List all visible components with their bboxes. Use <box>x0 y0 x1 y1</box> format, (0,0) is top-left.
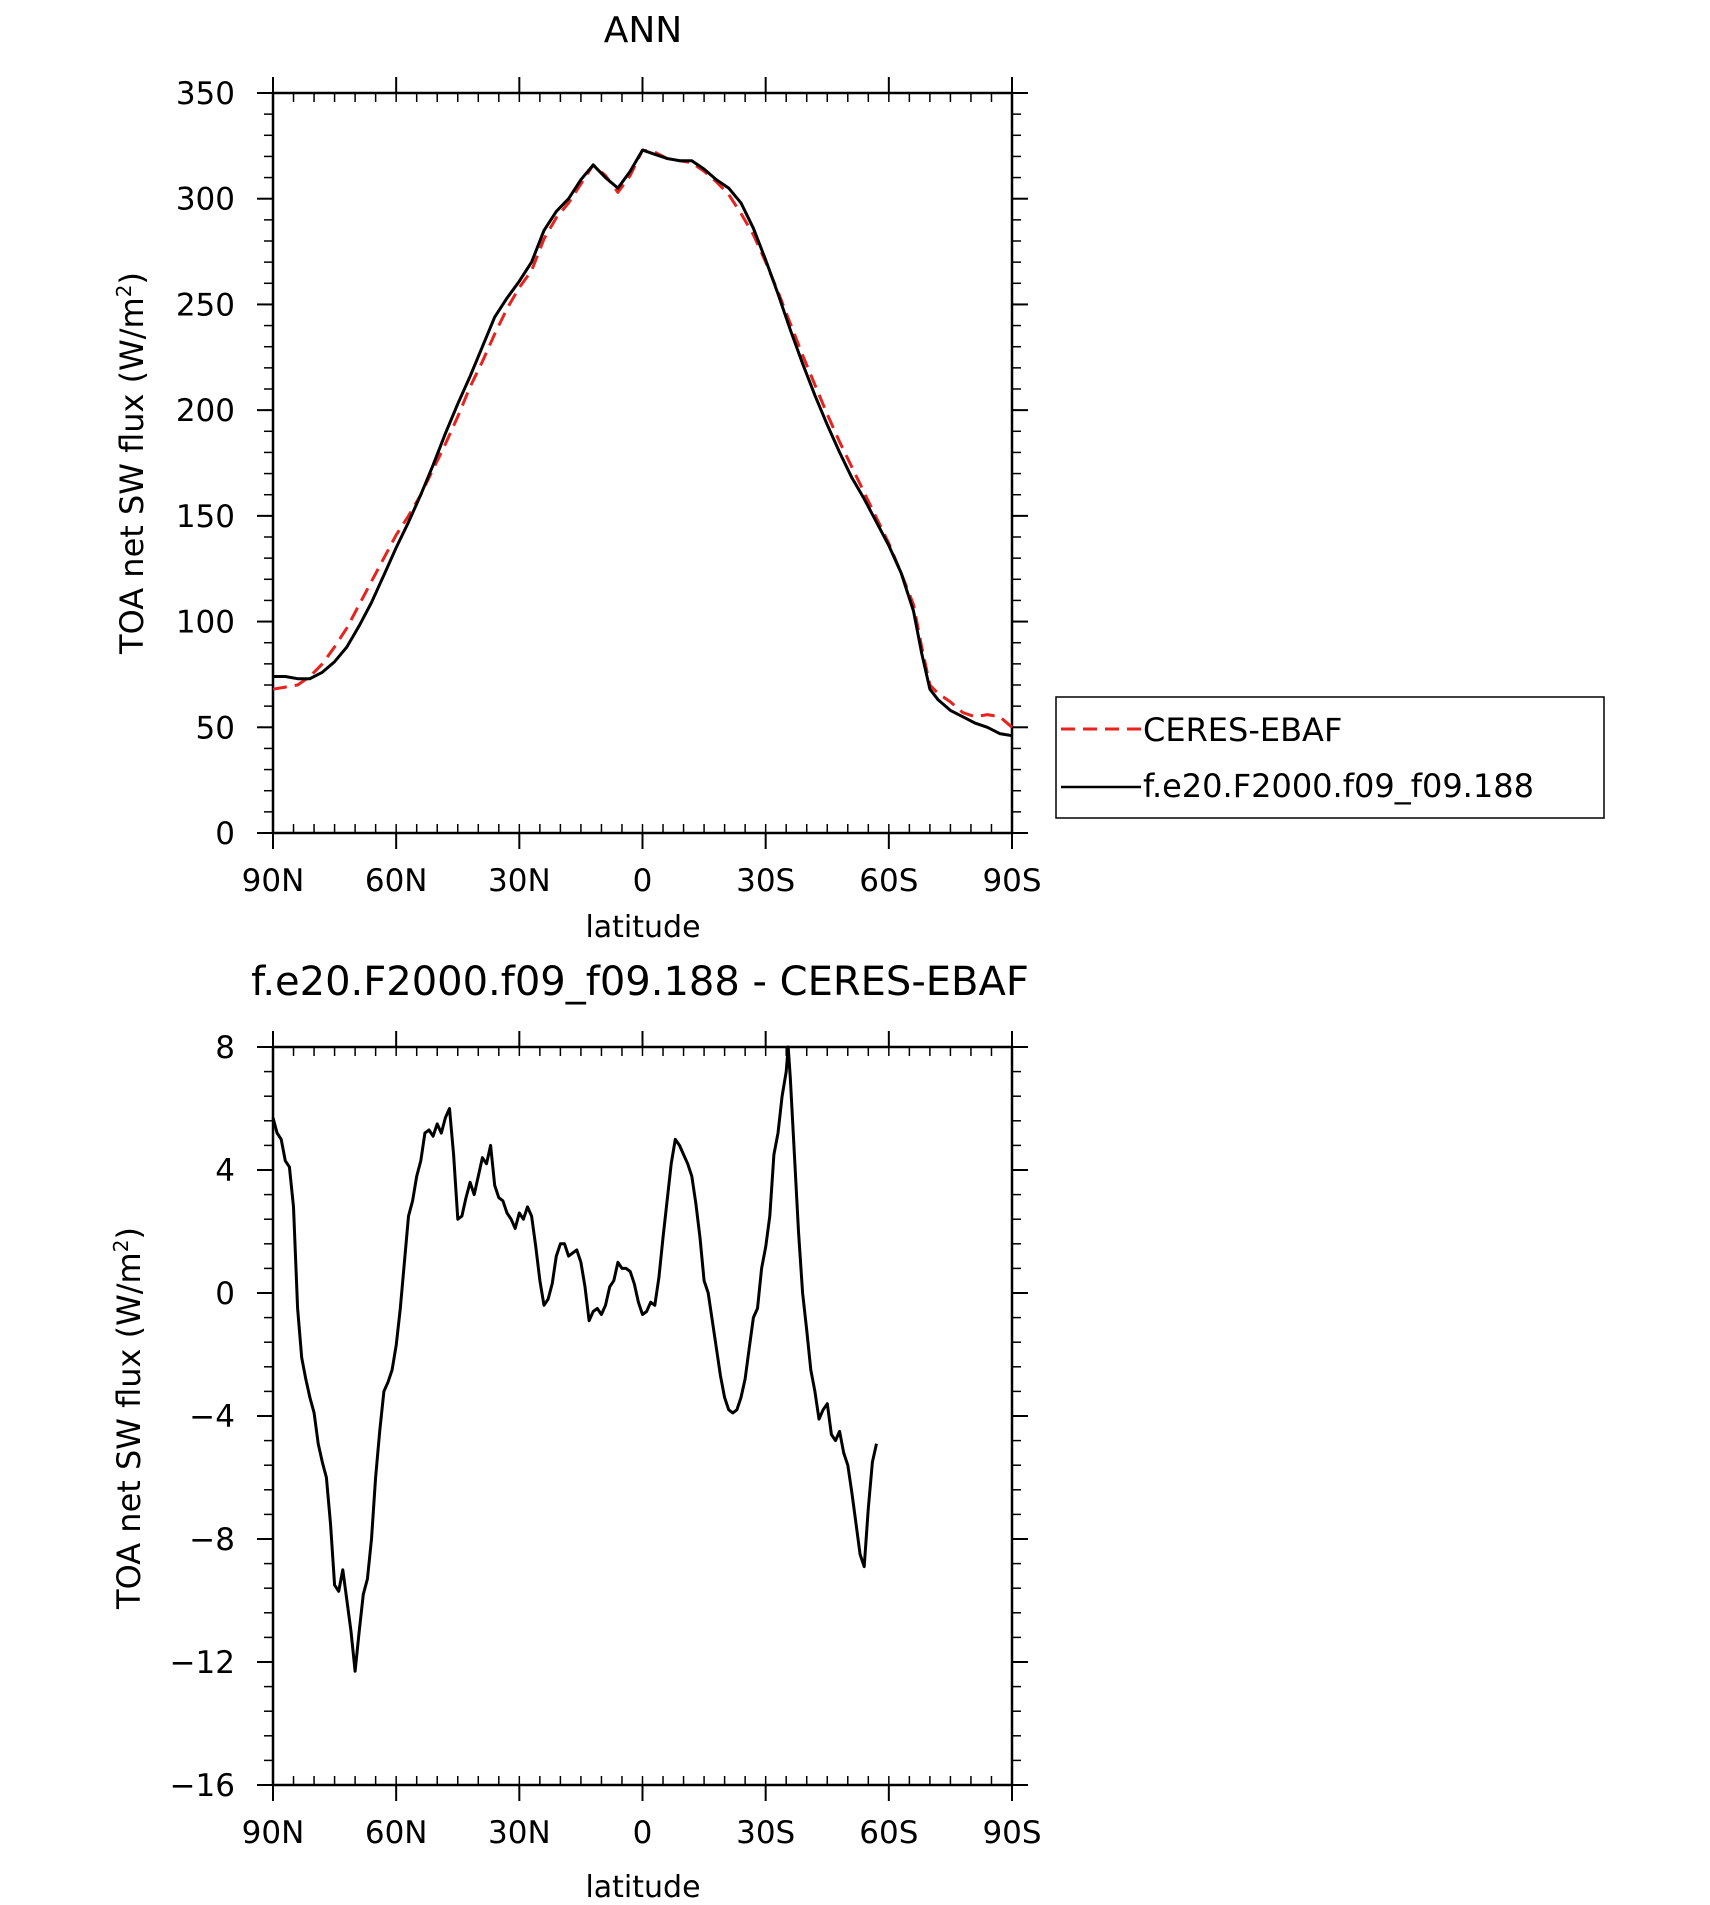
top-ylabel-main: TOA net SW flux (W/m <box>113 297 151 655</box>
panel1-y-tick-label: −12 <box>170 1645 235 1681</box>
panel1-x-tick-label: 90S <box>982 1815 1041 1851</box>
panel1-frame <box>271 1045 1014 1787</box>
panel0-y-tick-label: 150 <box>176 499 235 535</box>
top-panel-xlabel: latitude <box>585 910 700 945</box>
panel0-x-tick-label: 90N <box>242 863 305 899</box>
top-panel-ylabel: TOA net SW flux (W/m2) <box>112 272 151 655</box>
bottom-ylabel-close: ) <box>110 1227 148 1239</box>
panel1-x-tick-label: 60N <box>365 1815 428 1851</box>
panel1-y-tick-label: −8 <box>189 1522 235 1558</box>
panel0-y-tick-label: 300 <box>176 182 235 218</box>
panel0-x-tick-label: 60N <box>365 863 428 899</box>
top-ylabel-close: ) <box>113 272 151 284</box>
bottom-ylabel-main: TOA net SW flux (W/m <box>110 1252 148 1610</box>
top-panel-title: ANN <box>604 10 683 51</box>
panel1-x-tick-label: 30N <box>488 1815 551 1851</box>
top-ylabel-sup: 2 <box>112 285 136 298</box>
panel1-x-tick-label: 90N <box>242 1815 305 1851</box>
panel0-y-tick-label: 350 <box>176 76 235 112</box>
panel1-y-tick-label: 4 <box>215 1153 235 1189</box>
panel1-y-tick-label: −4 <box>189 1399 235 1435</box>
legend: CERES-EBAF f.e20.F2000.f09_f09.188 <box>1055 696 1605 819</box>
panel1-x-tick-label: 30S <box>736 1815 795 1851</box>
bottom-panel-ylabel: TOA net SW flux (W/m2) <box>109 1227 148 1610</box>
panel1-series-line-0 <box>271 1045 878 1673</box>
panel0-y-tick-label: 250 <box>176 287 235 323</box>
legend-box <box>1055 696 1605 819</box>
panel1-y-tick-label: 0 <box>215 1276 235 1312</box>
panel1-x-tick-label: 0 <box>633 1815 653 1851</box>
panel0-y-tick-label: 0 <box>215 816 235 852</box>
panel0-x-tick-label: 0 <box>633 863 653 899</box>
panel0-x-tick-label: 30N <box>488 863 551 899</box>
panel0-series-line-0 <box>272 148 1013 729</box>
bottom-panel-title: f.e20.F2000.f09_f09.188 - CERES-EBAF <box>251 959 1029 1005</box>
panel0-y-tick-label: 200 <box>176 393 235 429</box>
panel0-series-line-1 <box>273 148 1013 738</box>
legend-model-label: f.e20.F2000.f09_f09.188 <box>1143 767 1534 805</box>
panel0-y-tick-label: 50 <box>196 710 235 746</box>
panel0-x-tick-label: 90S <box>982 863 1041 899</box>
bottom-panel-xlabel: latitude <box>585 1870 700 1905</box>
panel1-x-tick-label: 60S <box>859 1815 918 1851</box>
panel0-frame <box>271 91 1014 835</box>
panel0-y-tick-label: 100 <box>176 605 235 641</box>
bottom-plot-area: 90N 60N 30N 0 30S 60S 90S −16 −12 −8 −4 0 4 8 <box>170 1030 1042 1851</box>
bottom-panel: f.e20.F2000.f09_f09.188 - CERES-EBAF 90N… <box>109 959 1042 1905</box>
top-panel: ANN 90N 60N 30N 0 30S 60S 90S 0 50 100 150 200 250 30… <box>112 10 1042 945</box>
panel0-x-tick-label: 30S <box>736 863 795 899</box>
bottom-ylabel-sup: 2 <box>109 1240 133 1253</box>
panel0-x-tick-label: 60S <box>859 863 918 899</box>
panel1-y-tick-label: −16 <box>170 1768 235 1804</box>
top-plot-area: 90N 60N 30N 0 30S 60S 90S 0 50 100 150 200 250 300 350 <box>176 76 1042 899</box>
panel1-y-tick-label: 8 <box>215 1030 235 1066</box>
legend-ceres-label: CERES-EBAF <box>1143 711 1342 749</box>
